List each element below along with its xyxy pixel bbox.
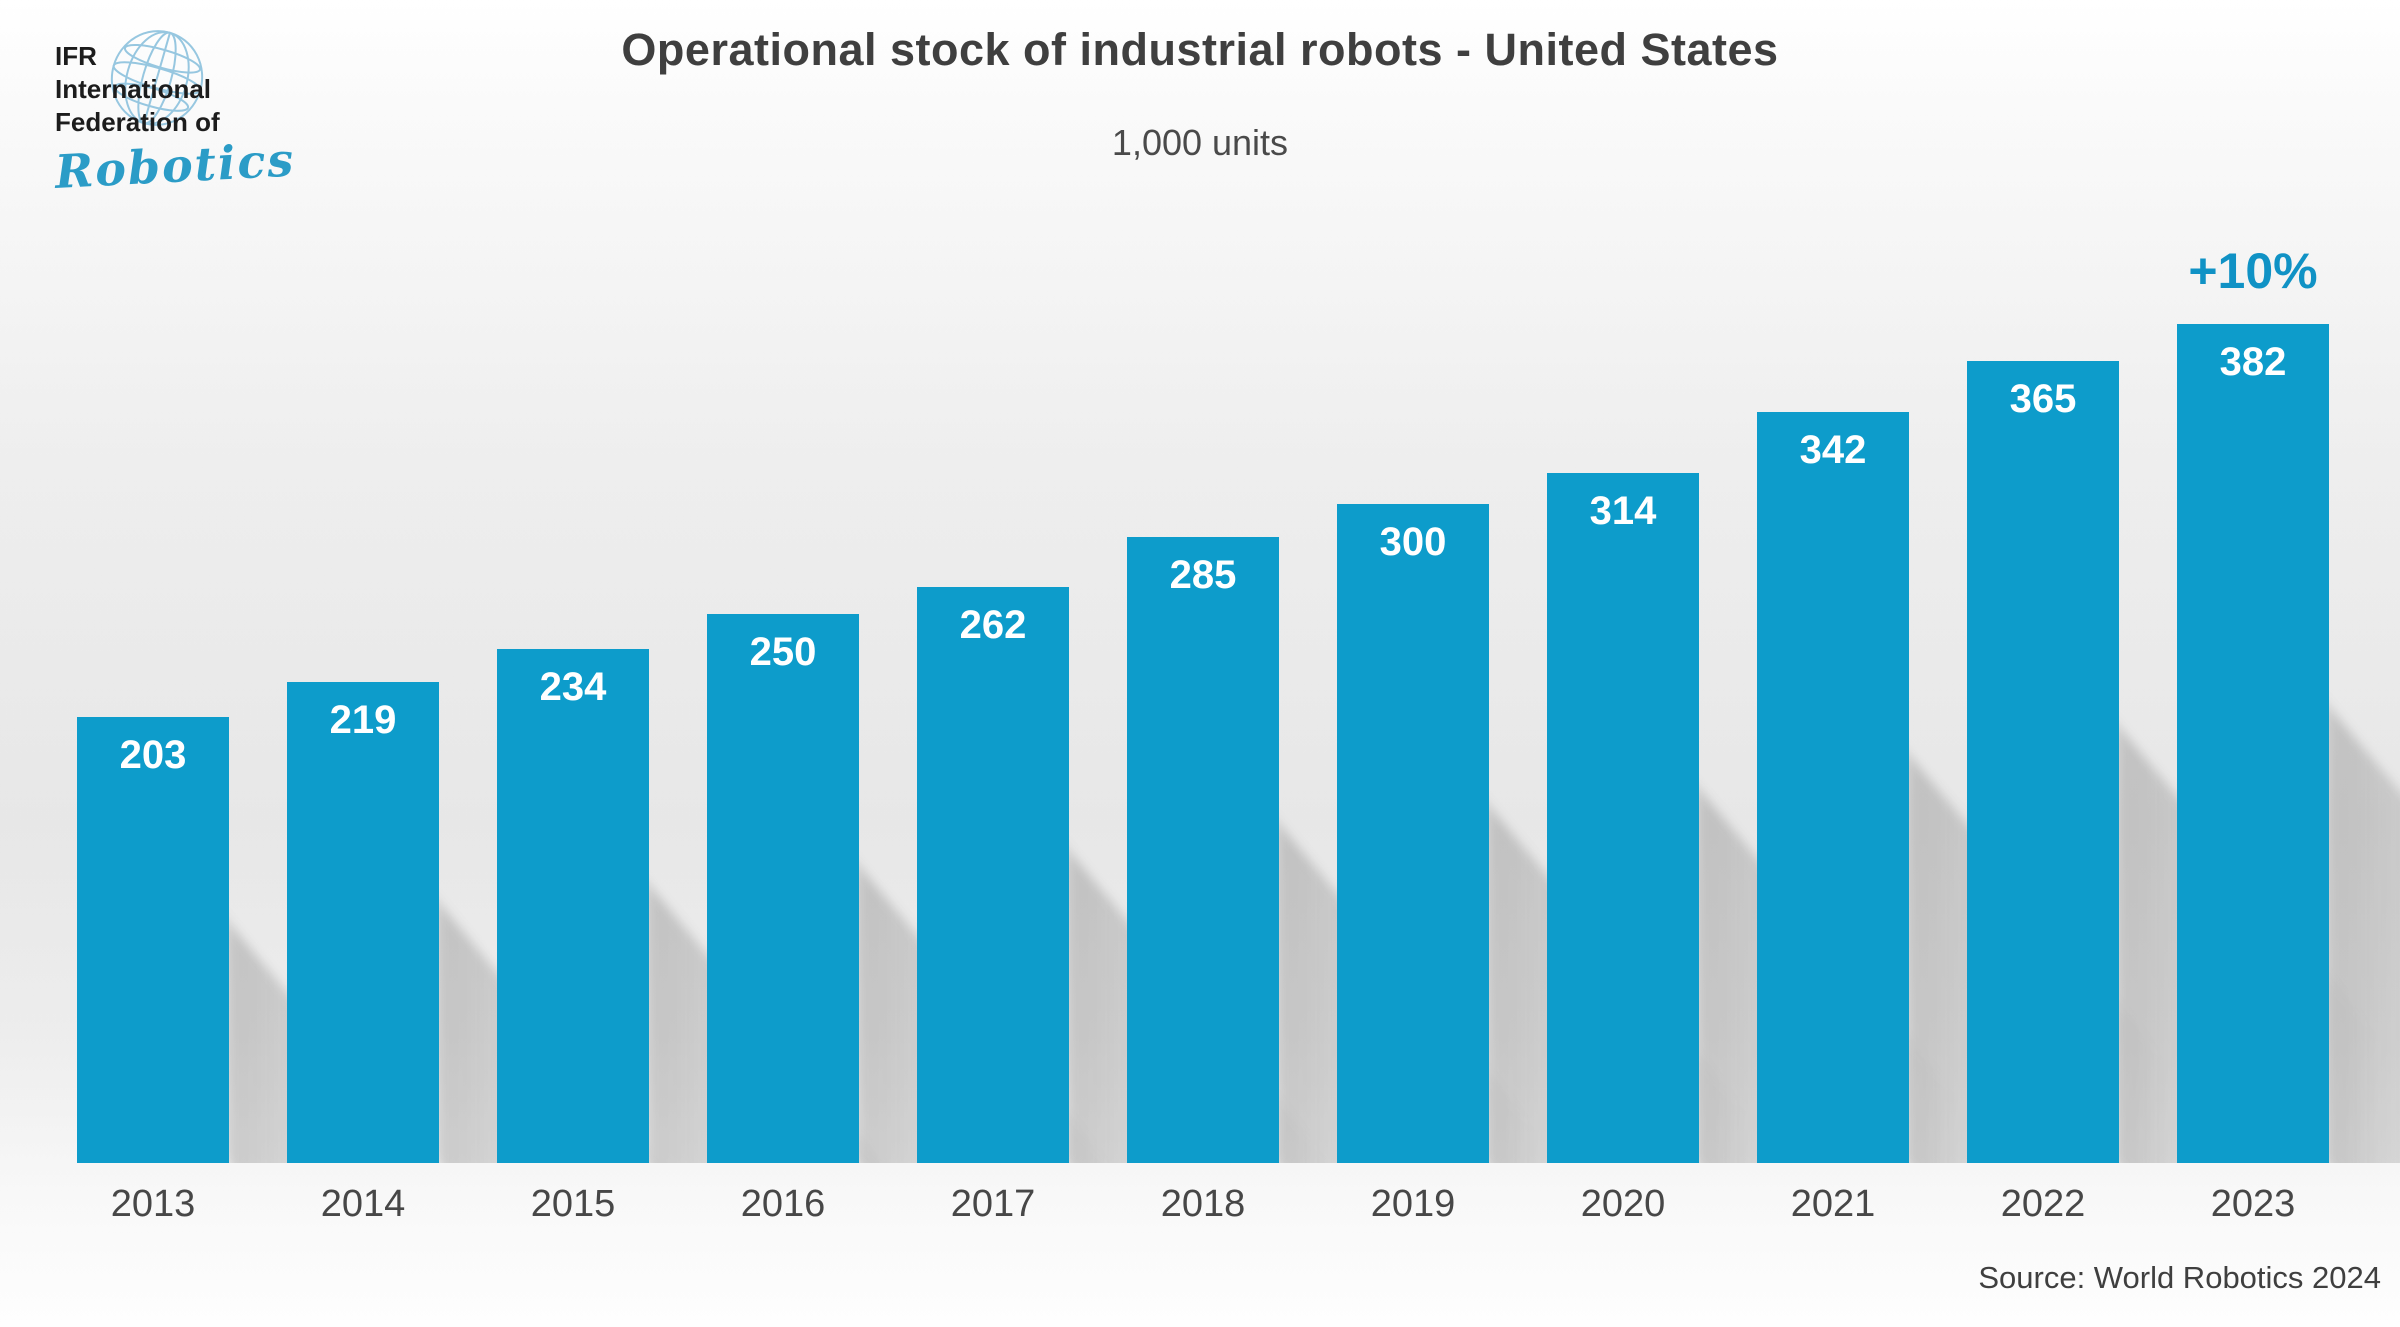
bar-value-2017: 262: [959, 603, 1027, 647]
bar-value-2016: 250: [749, 630, 817, 674]
year-label-2023: 2023: [2210, 1183, 2296, 1225]
bar-value-2013: 203: [119, 733, 187, 777]
globe-icon: [110, 30, 204, 126]
year-label-2014: 2014: [320, 1183, 406, 1225]
bar-2013: [77, 717, 229, 1163]
bar-2022: [1967, 361, 2119, 1163]
bar-2015: [497, 649, 649, 1163]
year-label-2013: 2013: [110, 1183, 196, 1225]
bar-2018: [1127, 537, 1279, 1163]
bar-2019: [1337, 504, 1489, 1163]
bar-2014: [287, 682, 439, 1163]
logo-line-ifr: IFR: [55, 41, 97, 71]
year-label-2018: 2018: [1160, 1183, 1246, 1225]
bar-2021: [1757, 412, 1909, 1163]
bar-value-2014: 219: [329, 698, 397, 742]
year-label-2020: 2020: [1580, 1183, 1666, 1225]
bar-value-2022: 365: [2009, 377, 2077, 421]
bar-2020: [1547, 473, 1699, 1163]
logo-line-federation: Federation of: [55, 107, 220, 137]
ifr-logo: IFR International Federation of Robotics: [54, 30, 385, 240]
year-label-2022: 2022: [2000, 1183, 2086, 1225]
bar-shadow: [2325, 702, 2400, 1163]
chart-subtitle: 1,000 units: [1111, 122, 1289, 163]
bar-value-2020: 314: [1589, 489, 1657, 533]
bar-value-2021: 342: [1799, 428, 1867, 472]
bar-2017: [917, 587, 1069, 1163]
year-label-2017: 2017: [950, 1183, 1036, 1225]
bar-value-2015: 234: [539, 665, 607, 709]
bar-value-2023: 382: [2219, 340, 2287, 384]
bar-2023: [2177, 324, 2329, 1163]
bar-2016: [707, 614, 859, 1163]
plot-area: 203 219 234 250 262 285 300 314 342 365 382: [77, 324, 2400, 1163]
logo-line-international: International: [55, 74, 212, 104]
bar-value-2018: 285: [1169, 553, 1237, 597]
bar-value-2019: 300: [1379, 520, 1447, 564]
growth-annotation: +10%: [2188, 243, 2318, 299]
year-label-2021: 2021: [1790, 1183, 1876, 1225]
chart-title: Operational stock of industrial robots -…: [621, 24, 1779, 75]
source-credit: Source: World Robotics 2024: [1978, 1260, 2381, 1295]
year-label-2016: 2016: [740, 1183, 826, 1225]
year-label-2019: 2019: [1370, 1183, 1456, 1225]
year-label-2015: 2015: [530, 1183, 616, 1225]
